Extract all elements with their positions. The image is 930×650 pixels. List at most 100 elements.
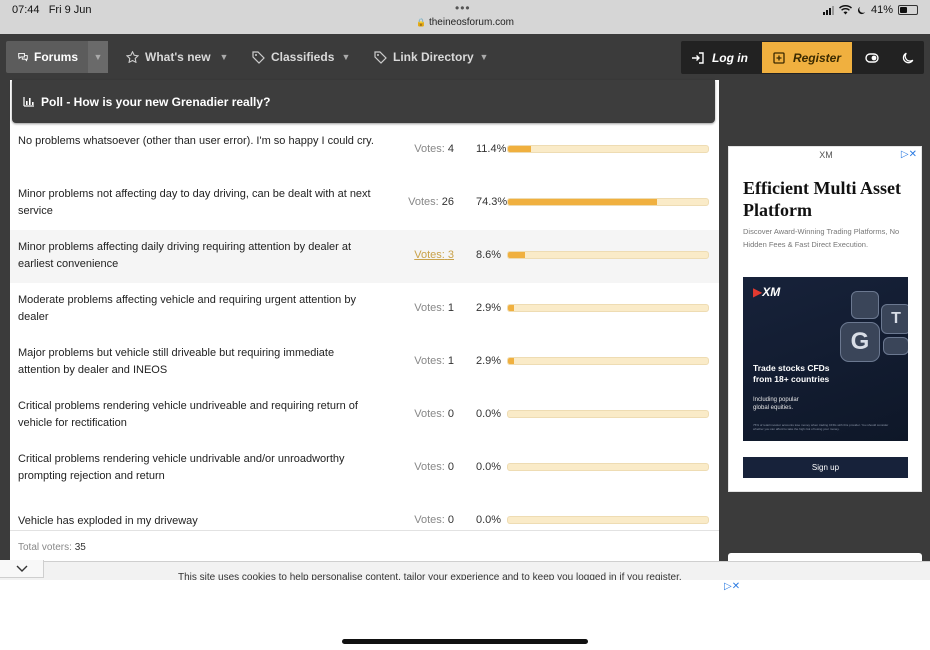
poll-result-bar bbox=[507, 251, 709, 259]
ad-image-headline: Trade stocks CFDs from 18+ countries bbox=[753, 363, 830, 384]
bottom-ad-area bbox=[0, 580, 930, 650]
login-arrow-icon bbox=[691, 51, 704, 64]
google-tile-icon: G bbox=[840, 322, 880, 362]
poll-percent: 8.6% bbox=[476, 249, 502, 261]
main-navigation: Forums ▼ What's new ▼ Classifieds ▼ Link… bbox=[0, 34, 930, 80]
chevron-down-icon bbox=[16, 565, 27, 572]
adchoices-close-icon[interactable]: ▷✕ bbox=[724, 581, 741, 592]
bar-chart-icon bbox=[23, 97, 34, 107]
auth-area: Log in Register bbox=[680, 41, 924, 74]
cellular-signal-icon bbox=[822, 5, 834, 15]
tesla-tile-icon: T bbox=[881, 304, 908, 334]
poll-response-text: Minor problems affecting daily driving r… bbox=[18, 241, 352, 270]
poll-response-row: Critical problems rendering vehicle undr… bbox=[10, 389, 719, 442]
nav-whats-new[interactable]: What's new bbox=[114, 41, 223, 73]
poll-response-row: Minor problems affecting daily driving r… bbox=[10, 230, 719, 283]
poll-result-bar bbox=[507, 410, 709, 418]
poll-votes[interactable]: Votes: 3 bbox=[414, 249, 454, 261]
wifi-icon bbox=[838, 5, 852, 15]
poll-votes: Votes: 26 bbox=[408, 196, 454, 208]
sidebar-card bbox=[728, 553, 922, 563]
poll-header: Poll - How is your new Grenadier really? bbox=[12, 80, 715, 123]
battery-level bbox=[900, 7, 907, 13]
poll-percent: 0.0% bbox=[476, 461, 502, 473]
address-bar[interactable]: 🔒 theineosforum.com bbox=[415, 17, 514, 28]
login-label: Log in bbox=[711, 50, 748, 65]
chevron-down-icon[interactable]: ▼ bbox=[341, 52, 351, 62]
poll-result-bar bbox=[507, 463, 709, 471]
ad-fine-print: 75% of retail investor accounts lose mon… bbox=[753, 423, 889, 431]
poll-result-bar-fill bbox=[508, 146, 531, 152]
poll-response-text: Minor problems not affecting day to day … bbox=[18, 188, 371, 217]
poll-result-bar-fill bbox=[508, 305, 514, 311]
nav-link-directory[interactable]: Link Directory bbox=[362, 41, 486, 73]
chevron-down-icon[interactable]: ▼ bbox=[479, 52, 489, 62]
poll-percent: 2.9% bbox=[476, 355, 502, 367]
poll-divider bbox=[10, 530, 719, 531]
style-toggle-button[interactable] bbox=[856, 41, 888, 74]
poll-response-text: Critical problems rendering vehicle undr… bbox=[18, 400, 358, 429]
battery-icon bbox=[898, 5, 918, 15]
plus-square-icon bbox=[773, 51, 785, 64]
xm-logo: ▶XM bbox=[753, 285, 781, 299]
cookie-text: This site uses cookies to help personali… bbox=[178, 572, 682, 580]
poll-response-text: Vehicle has exploded in my driveway bbox=[18, 515, 198, 527]
ad-image-subtext: Including popular global equities. bbox=[753, 397, 799, 411]
nav-forums[interactable]: Forums bbox=[6, 41, 90, 73]
ad-title[interactable]: Efficient Multi Asset Platform bbox=[743, 178, 901, 220]
multitasking-dots-icon[interactable]: ••• bbox=[455, 1, 471, 15]
moon-icon bbox=[902, 52, 914, 63]
poll-result-bar bbox=[507, 357, 709, 365]
poll-percent: 11.4% bbox=[476, 143, 507, 155]
poll-votes: Votes: 0 bbox=[414, 514, 454, 526]
home-indicator[interactable] bbox=[342, 639, 588, 644]
nav-classifieds-label: Classifieds bbox=[271, 50, 335, 64]
toggle-icon bbox=[865, 52, 879, 63]
ad-image[interactable]: ▶XM T G Trade stocks CFDs from 18+ countr… bbox=[743, 277, 908, 441]
poll-response-text: Moderate problems affecting vehicle and … bbox=[18, 294, 356, 323]
status-bar: 07:44 Fri 9 Jun ••• 🔒 theineosforum.com 4… bbox=[0, 0, 930, 34]
register-button[interactable]: Register bbox=[761, 42, 852, 73]
poll-result-bar-fill bbox=[508, 252, 526, 258]
sidebar-ad[interactable]: XM ▷✕ Efficient Multi Asset Platform Dis… bbox=[728, 146, 922, 492]
nav-forums-label: Forums bbox=[33, 50, 78, 64]
poll-percent: 2.9% bbox=[476, 302, 502, 314]
poll-votes: Votes: 0 bbox=[414, 461, 454, 473]
battery-percent: 41% bbox=[870, 4, 893, 16]
poll-votes: Votes: 4 bbox=[414, 143, 454, 155]
moon-icon bbox=[857, 6, 866, 14]
poll-votes: Votes: 1 bbox=[414, 355, 454, 367]
register-label: Register bbox=[792, 50, 841, 65]
cookie-notice bbox=[0, 561, 930, 580]
nav-link-directory-label: Link Directory bbox=[393, 50, 474, 64]
status-time: 07:44 Fri 9 Jun bbox=[12, 4, 92, 16]
nav-classifieds[interactable]: Classifieds bbox=[240, 41, 346, 73]
star-icon bbox=[126, 51, 139, 63]
tag-icon bbox=[252, 50, 265, 64]
poll-result-bar bbox=[507, 145, 709, 153]
poll-votes: Votes: 1 bbox=[414, 302, 454, 314]
apple-tile-icon bbox=[851, 291, 879, 319]
poll-percent: 0.0% bbox=[476, 514, 502, 526]
poll-title: Poll - How is your new Grenadier really? bbox=[41, 94, 271, 109]
poll-response-text: Major problems but vehicle still driveab… bbox=[18, 347, 335, 376]
poll-response-row: No problems whatsoever (other than user … bbox=[10, 124, 719, 177]
poll-result-bar bbox=[507, 304, 709, 312]
chevron-down-icon[interactable]: ▼ bbox=[88, 41, 108, 73]
poll-votes: Votes: 0 bbox=[414, 408, 454, 420]
poll-response-row: Moderate problems affecting vehicle and … bbox=[10, 283, 719, 336]
poll-result-bar-fill bbox=[508, 199, 657, 205]
ad-signup-button[interactable]: Sign up bbox=[743, 457, 908, 478]
poll-response-text: Critical problems rendering vehicle undr… bbox=[18, 453, 345, 482]
poll-result-bar bbox=[507, 516, 709, 524]
lock-icon: 🔒 bbox=[415, 18, 426, 27]
adchoices-close-icon[interactable]: ▷✕ bbox=[900, 149, 917, 160]
poll-response-row: Critical problems rendering vehicle undr… bbox=[10, 442, 719, 495]
login-button[interactable]: Log in bbox=[681, 41, 758, 74]
cookie-collapse-button[interactable] bbox=[0, 560, 44, 578]
dark-mode-button[interactable] bbox=[892, 41, 924, 74]
stock-tile-icon bbox=[883, 337, 908, 355]
chevron-down-icon[interactable]: ▼ bbox=[219, 52, 229, 62]
nav-whats-new-label: What's new bbox=[145, 50, 211, 64]
poll-percent: 0.0% bbox=[476, 408, 502, 420]
